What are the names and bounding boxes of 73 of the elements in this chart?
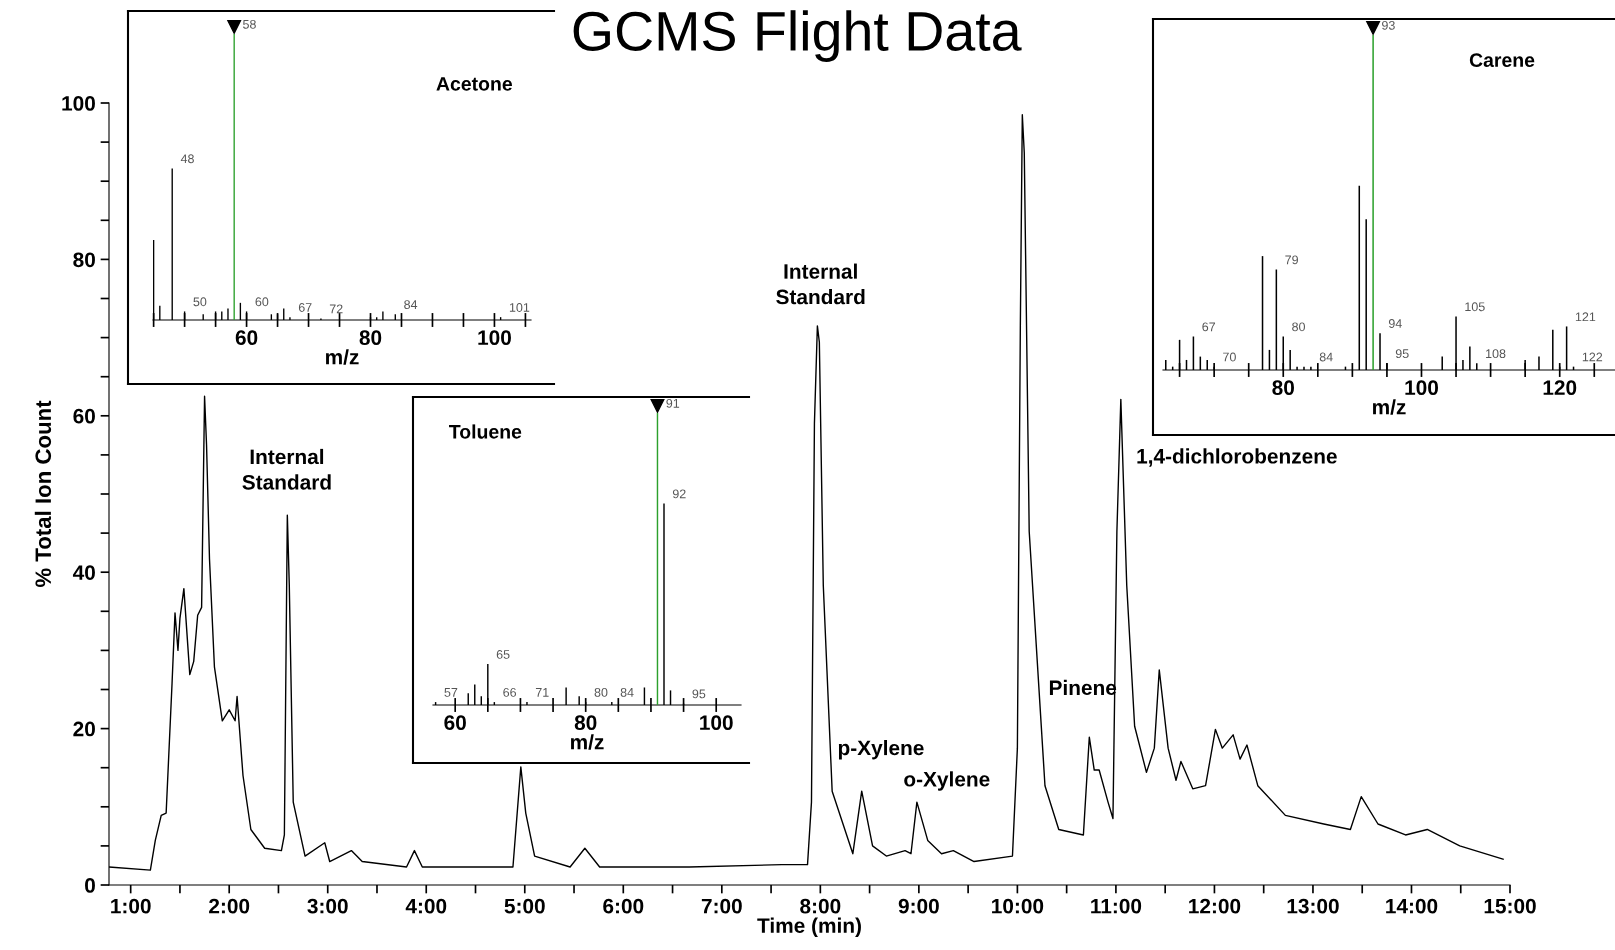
annotation: 57 xyxy=(444,688,458,697)
x-tick-label: 80 xyxy=(574,715,597,731)
annotation: 79 xyxy=(1285,255,1298,265)
annotation: 94 xyxy=(1388,319,1402,328)
annotation: Internal Standard xyxy=(242,448,331,490)
annotation: 80 xyxy=(1292,322,1305,332)
x-tick-label: 100 xyxy=(478,330,511,346)
x-axis-title: m/z xyxy=(326,349,359,365)
annotation: 71 xyxy=(535,688,549,697)
x-tick-label: 80 xyxy=(1272,380,1294,396)
x-tick-label: 9:00 xyxy=(898,898,939,914)
annotation: 66 xyxy=(503,687,517,697)
annotation: 70 xyxy=(1223,352,1236,362)
annotation: 122 xyxy=(1582,352,1603,362)
text: Carene xyxy=(1469,53,1535,68)
x-tick-label: 60 xyxy=(235,330,258,346)
x-tick-label: 12:00 xyxy=(1189,898,1241,914)
annotation: 95 xyxy=(692,689,706,699)
annotation: 95 xyxy=(1395,349,1409,359)
x-tick-label: 60 xyxy=(444,715,466,731)
annotation: 72 xyxy=(329,304,343,314)
x-tick-label: 10:00 xyxy=(992,898,1044,914)
annotation: 1,4-dichlorobenzene xyxy=(1137,448,1337,467)
x-axis-title: Time (min) xyxy=(757,917,861,938)
annotation: 91 xyxy=(666,398,680,408)
annotation: 108 xyxy=(1486,349,1506,359)
x-tick-label: 8:00 xyxy=(800,898,841,914)
x-axis-title: m/z xyxy=(1373,399,1406,415)
y-tick-label: 20 xyxy=(73,721,95,737)
annotation: 105 xyxy=(1465,302,1485,312)
x-tick-label: 7:00 xyxy=(701,898,742,914)
annotation: 67 xyxy=(298,303,312,312)
y-tick-label: 100 xyxy=(62,96,95,111)
x-tick-label: 6:00 xyxy=(603,898,644,914)
annotation: 93 xyxy=(1382,20,1395,30)
annotation: 67 xyxy=(1202,322,1216,332)
y-tick-label: 80 xyxy=(73,252,95,268)
x-tick-label: 120 xyxy=(1543,380,1577,396)
annotation: 58 xyxy=(243,19,256,29)
x-tick-label: 15:00 xyxy=(1484,898,1536,914)
annotation: 48 xyxy=(180,154,194,164)
y-axis-title: % Total Ion Count xyxy=(34,400,52,588)
x-tick-label: 11:00 xyxy=(1091,898,1142,914)
x-tick-label: 14:00 xyxy=(1386,898,1438,914)
x-tick-label: 3:00 xyxy=(307,898,348,914)
annotation: 60 xyxy=(255,297,269,307)
chart-title: GCMS Flight Data xyxy=(573,10,1022,62)
annotation: 84 xyxy=(620,687,634,697)
x-tick-label: 100 xyxy=(700,715,733,731)
annotation: 50 xyxy=(193,297,207,307)
y-tick-label: 60 xyxy=(73,408,95,424)
annotation: p-Xylene xyxy=(838,740,924,760)
annotation: o-Xylene xyxy=(904,771,990,791)
annotation: Internal Standard xyxy=(776,263,865,305)
x-tick-label: 5:00 xyxy=(504,898,545,914)
chart-title: Toluene xyxy=(449,424,522,439)
x-tick-label: 4:00 xyxy=(405,898,447,914)
x-tick-label: 1:00 xyxy=(111,898,151,914)
annotation: 101 xyxy=(509,303,530,312)
annotation: 121 xyxy=(1575,312,1596,322)
y-tick-label: 40 xyxy=(72,565,95,580)
annotation: 84 xyxy=(1319,352,1333,362)
annotation: 84 xyxy=(404,300,418,310)
y-tick-label: 0 xyxy=(85,878,95,893)
x-tick-label: 2:00 xyxy=(209,898,250,914)
x-axis-title: m/z xyxy=(571,734,604,750)
annotation: 65 xyxy=(496,650,510,659)
x-tick-label: 80 xyxy=(359,330,382,346)
text: Acetone xyxy=(436,77,512,91)
x-tick-label: 13:00 xyxy=(1287,898,1339,914)
x-tick-label: 100 xyxy=(1405,380,1439,396)
annotation: 80 xyxy=(594,687,608,697)
annotation: 92 xyxy=(672,489,686,499)
